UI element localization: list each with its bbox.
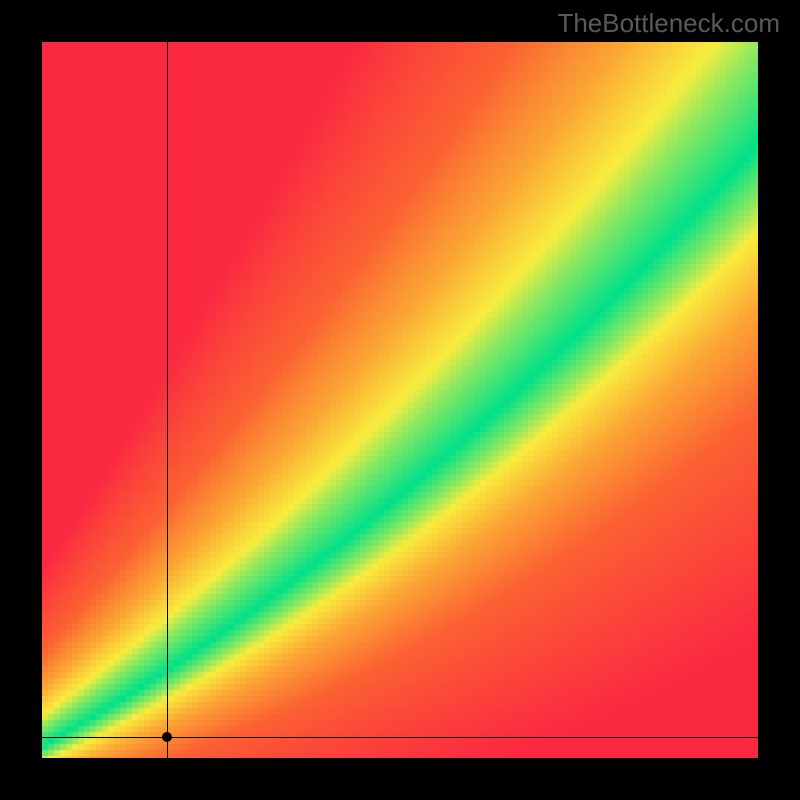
crosshair-horizontal [42,737,758,738]
heatmap-plot [42,42,758,758]
heatmap-canvas [42,42,758,758]
selection-marker [162,732,172,742]
crosshair-vertical [167,42,168,758]
watermark-text: TheBottleneck.com [557,8,780,39]
